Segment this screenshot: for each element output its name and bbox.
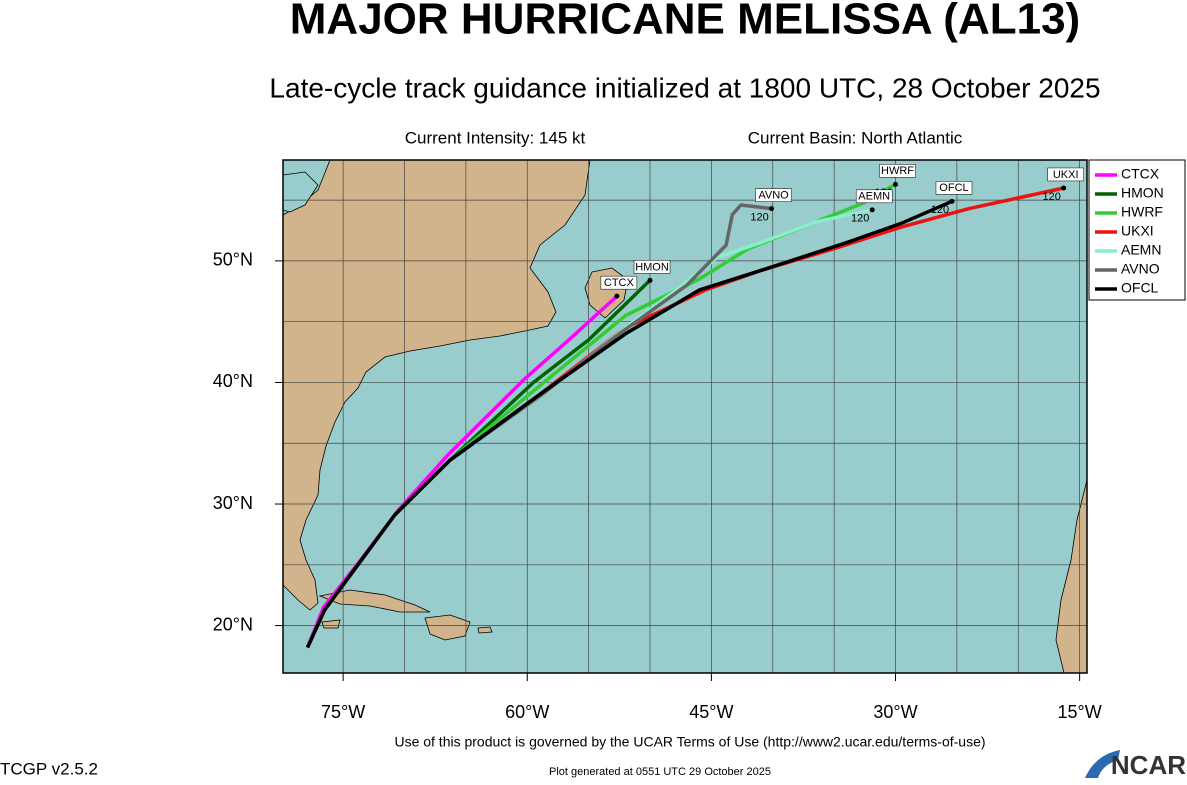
track: [305, 199, 953, 649]
legend: CTCX HMON HWRF UKXI AEMN AVNO OFCL: [1088, 159, 1186, 301]
y-tick-label: 20°N: [213, 614, 253, 634]
generated: Plot generated at 0551 UTC 29 October 20…: [549, 766, 771, 778]
track-hour: 120: [750, 212, 768, 224]
x-tick-label: 45°W: [689, 702, 733, 722]
track-end: [769, 206, 775, 212]
legend-box: [1088, 159, 1186, 301]
track-label: HWRF: [881, 165, 914, 177]
track-hour: 120: [851, 213, 869, 225]
y-tick-label: 50°N: [213, 250, 253, 270]
track-hour: 120: [931, 204, 949, 216]
logo: NCAR: [1111, 750, 1186, 780]
intensity: Current Intensity: 145 kt: [405, 128, 586, 147]
track: [305, 294, 619, 649]
track-label-box: [600, 275, 638, 290]
track-end: [949, 198, 955, 204]
legend-label: CTCX: [1121, 166, 1160, 182]
x-tick-label: 60°W: [505, 702, 549, 722]
track-label-box: [935, 181, 973, 195]
track-end: [614, 293, 620, 299]
x-tick-label: 30°W: [873, 702, 917, 722]
graticule: [283, 160, 1087, 673]
map-frame: [282, 159, 1088, 674]
track-label: AVNO: [758, 190, 789, 202]
legend-label: AVNO: [1121, 261, 1160, 277]
track-end: [893, 181, 899, 187]
legend-label: OFCL: [1121, 280, 1159, 296]
track-label: OFCL: [939, 182, 968, 194]
track-label-box: [755, 188, 792, 202]
track-label: HMON: [635, 261, 669, 273]
x-tick-label: 75°W: [321, 702, 365, 722]
subtitle: Late-cycle track guidance initialized at…: [269, 72, 1100, 103]
basin: Current Basin: North Atlantic: [748, 128, 963, 147]
version: TCGP v2.5.2: [0, 759, 98, 778]
track-label: CTCX: [604, 277, 635, 289]
track-label: UKXI: [1053, 169, 1079, 181]
track-end: [647, 277, 653, 283]
track-label-box: [855, 189, 893, 204]
track-hour: 120: [1042, 191, 1060, 203]
x-tick-label: 15°W: [1058, 702, 1102, 722]
legend-label: AEMN: [1121, 242, 1161, 258]
track-label-box: [879, 164, 916, 178]
title: MAJOR HURRICANE MELISSA (AL13): [290, 0, 1080, 44]
track-label-box: [1047, 167, 1084, 182]
logo-mark: [1085, 750, 1120, 778]
track-label: AEMN: [858, 191, 890, 203]
track-label-box: [633, 260, 671, 274]
legend-label: UKXI: [1121, 223, 1154, 239]
legend-label: HMON: [1121, 185, 1164, 201]
terms: Use of this product is governed by the U…: [394, 734, 985, 750]
y-tick-label: 40°N: [213, 371, 253, 391]
track-end: [1061, 185, 1067, 191]
track-end: [869, 207, 875, 213]
y-tick-label: 30°N: [213, 493, 253, 513]
legend-label: HWRF: [1121, 204, 1163, 220]
